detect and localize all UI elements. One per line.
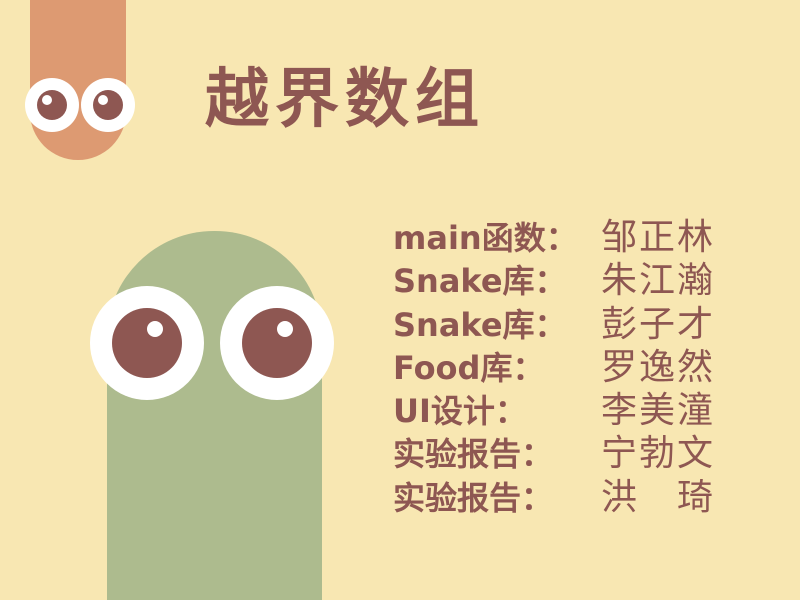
credit-role: 实验报告： — [393, 478, 554, 517]
green-snake-right-eye — [220, 286, 334, 400]
credit-role: UI设计： — [393, 392, 527, 431]
orange-snake-illustration — [25, 0, 135, 160]
green-snake-left-pupil — [112, 308, 182, 378]
credit-row: Food库： 罗逸然 — [393, 348, 738, 391]
credit-role: Snake库： — [393, 305, 567, 344]
credit-name: 朱江瀚 — [601, 260, 716, 302]
orange-snake-left-pupil — [37, 90, 67, 120]
page-title: 越界数组 — [205, 63, 485, 137]
orange-snake-right-eye — [81, 78, 135, 132]
credit-row: UI设计： 李美潼 — [393, 391, 738, 434]
credit-name: 彭子才 — [601, 303, 716, 345]
credit-name: 罗逸然 — [601, 346, 716, 388]
credit-role: 实验报告： — [393, 435, 554, 474]
green-snake-illustration — [90, 231, 334, 600]
credit-row: 实验报告： 宁勃文 — [393, 434, 738, 477]
green-snake-right-pupil — [242, 308, 312, 378]
credit-name: 邹正林 — [601, 217, 716, 258]
credit-role: Food库： — [393, 348, 545, 387]
credit-name: 洪 琦 — [601, 476, 716, 518]
orange-snake-left-eye — [25, 78, 79, 132]
credit-row: Snake库： 朱江瀚 — [393, 261, 738, 304]
credit-row: main函数： 邹正林 — [393, 218, 738, 261]
credit-role: Snake库： — [393, 262, 567, 301]
credit-name: 宁勃文 — [601, 433, 716, 475]
orange-snake-right-pupil — [93, 90, 123, 120]
credit-row: Snake库： 彭子才 — [393, 303, 738, 348]
credits-list: main函数： 邹正林 Snake库： 朱江瀚 Snake库： 彭子才 Food… — [393, 218, 738, 521]
credit-role: main函数： — [393, 219, 578, 257]
green-snake-left-eye — [90, 286, 204, 400]
credit-row: 实验报告： 洪 琦 — [393, 478, 738, 521]
credit-name: 李美潼 — [601, 390, 716, 432]
